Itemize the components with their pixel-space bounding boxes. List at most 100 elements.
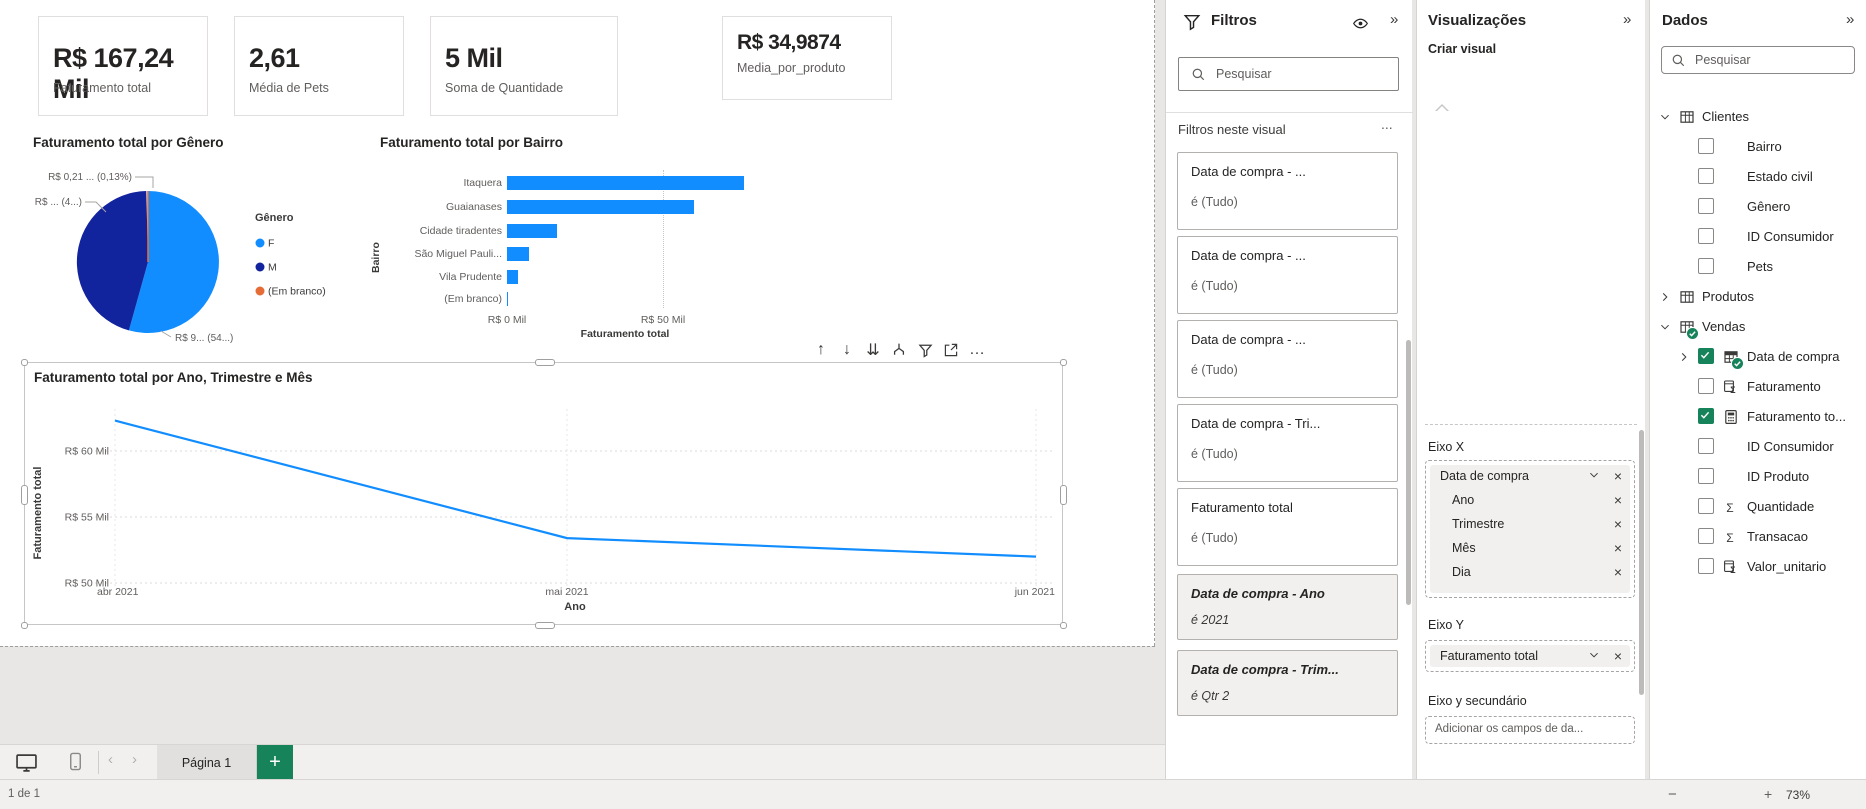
expand-next-level-icon[interactable]: ⇊ xyxy=(866,342,880,359)
remove-field-icon[interactable]: × xyxy=(1613,564,1622,580)
field-id-consumidor[interactable]: ID Consumidor xyxy=(1649,226,1866,250)
bar-itaquera[interactable] xyxy=(507,176,745,190)
field-quantidade[interactable]: Σ Quantidade xyxy=(1649,496,1866,520)
secondary-y-axis-well[interactable]: Adicionar os campos de da... xyxy=(1425,716,1635,744)
resize-handle[interactable] xyxy=(534,622,555,629)
remove-field-icon[interactable]: × xyxy=(1613,648,1622,664)
filters-more-options[interactable]: ... xyxy=(1381,116,1393,132)
kpi-card-faturamento-total[interactable]: R$ 167,24 Mil Faturamento total xyxy=(38,16,208,116)
field-id-produto[interactable]: ID Produto xyxy=(1649,466,1866,490)
kpi-card-media-por-produto[interactable]: R$ 34,9874 Media_por_produto xyxy=(722,16,892,100)
bar-vila-prudente[interactable] xyxy=(507,270,518,284)
collapse-visualizations-icon[interactable]: » xyxy=(1623,11,1632,28)
filters-scrollbar[interactable] xyxy=(1406,340,1411,605)
x-axis-subfield-dia[interactable]: Dia × xyxy=(1430,561,1630,585)
expand-all-levels-icon[interactable] xyxy=(886,338,912,362)
resize-handle[interactable] xyxy=(1060,484,1067,505)
more-options-icon[interactable]: … xyxy=(969,341,985,358)
resize-handle[interactable] xyxy=(1060,622,1067,629)
checkbox-id-consumidor[interactable] xyxy=(1698,438,1714,454)
remove-field-icon[interactable]: × xyxy=(1613,492,1622,508)
bar-cidade-tiradentes[interactable] xyxy=(507,224,557,238)
resize-handle[interactable] xyxy=(21,622,28,629)
x-axis-subfield-m-s[interactable]: Mês × xyxy=(1430,537,1630,561)
zoom-in-button[interactable]: + xyxy=(1764,786,1773,802)
filter-card-data-de-compra-tri-3[interactable]: Data de compra - Tri... é (Tudo) xyxy=(1177,404,1398,482)
zoom-out-button[interactable]: − xyxy=(1668,786,1677,803)
prev-page-icon[interactable]: ‹ xyxy=(108,751,113,768)
y-axis-field-faturamento-total[interactable]: Faturamento total × xyxy=(1430,645,1630,669)
filter-card-data-de-compra-1[interactable]: Data de compra - ... é (Tudo) xyxy=(1177,236,1398,314)
checkbox-data-de-compra[interactable] xyxy=(1698,348,1714,364)
field-faturamento[interactable]: Σ Faturamento xyxy=(1649,376,1866,400)
checkbox-id-produto[interactable] xyxy=(1698,468,1714,484)
filters-icon[interactable] xyxy=(912,338,938,362)
chevron-down-icon[interactable] xyxy=(1588,469,1600,481)
filter-card-data-de-compra-0[interactable]: Data de compra - ... é (Tudo) xyxy=(1177,152,1398,230)
x-axis-subfield-trimestre[interactable]: Trimestre × xyxy=(1430,513,1630,537)
checkbox-quantidade[interactable] xyxy=(1698,498,1714,514)
bar-em-branco[interactable] xyxy=(507,292,509,306)
next-page-icon[interactable]: › xyxy=(132,751,137,768)
checkbox-transacao[interactable] xyxy=(1698,528,1714,544)
field-pets[interactable]: Pets xyxy=(1649,256,1866,280)
field-valor-unitario[interactable]: Σ Valor_unitario xyxy=(1649,556,1866,580)
bar-s-o-miguel-pauli[interactable] xyxy=(507,247,529,261)
chevron-down-icon[interactable] xyxy=(1659,321,1671,333)
checkbox-g-nero[interactable] xyxy=(1698,198,1714,214)
table-vendas[interactable]: Vendas xyxy=(1649,316,1866,340)
field-estado-civil[interactable]: Estado civil xyxy=(1649,166,1866,190)
x-axis-subfield-ano[interactable]: Ano × xyxy=(1430,489,1630,513)
visualizations-scrollbar[interactable] xyxy=(1639,430,1644,695)
pie-chart-visual[interactable]: Faturamento total por Gênero R$ 0,21 ...… xyxy=(24,128,330,345)
desktop-view-icon[interactable] xyxy=(16,752,37,773)
mobile-view-icon[interactable] xyxy=(66,752,85,771)
kpi-card-m-dia-de-pets[interactable]: 2,61 Média de Pets xyxy=(234,16,404,116)
line-chart-visual[interactable]: Faturamento total por Ano, Trimestre e M… xyxy=(21,359,1067,629)
table-produtos[interactable]: Produtos xyxy=(1649,286,1866,310)
filters-search-input[interactable] xyxy=(1214,66,1398,82)
y-axis-well[interactable]: Faturamento total × xyxy=(1425,640,1635,672)
filter-card-data-de-compra-trim-6[interactable]: Data de compra - Trim... é Qtr 2 xyxy=(1177,650,1398,716)
chevron-down-icon[interactable] xyxy=(1659,111,1671,123)
resize-handle[interactable] xyxy=(534,359,555,366)
resize-handle[interactable] xyxy=(1060,359,1067,366)
filter-card-data-de-compra-2[interactable]: Data de compra - ... é (Tudo) xyxy=(1177,320,1398,398)
checkbox-bairro[interactable] xyxy=(1698,138,1714,154)
collapse-data-icon[interactable]: » xyxy=(1846,11,1855,28)
x-axis-field-data-de-compra[interactable]: Data de compra × xyxy=(1430,465,1630,489)
filters-search-box[interactable] xyxy=(1178,57,1399,91)
eye-icon[interactable] xyxy=(1352,15,1369,32)
table-clientes[interactable]: Clientes xyxy=(1649,106,1866,130)
resize-handle[interactable] xyxy=(21,359,28,366)
checkbox-pets[interactable] xyxy=(1698,258,1714,274)
chevron-right-icon[interactable] xyxy=(1678,351,1690,363)
checkbox-faturamento-to[interactable] xyxy=(1698,408,1714,424)
kpi-card-soma-de-quantidade[interactable]: 5 Mil Soma de Quantidade xyxy=(430,16,618,116)
chevron-down-icon[interactable] xyxy=(1588,649,1600,661)
page-tab[interactable]: Página 1 xyxy=(157,745,257,780)
field-bairro[interactable]: Bairro xyxy=(1649,136,1866,160)
field-id-consumidor[interactable]: ID Consumidor xyxy=(1649,436,1866,460)
filter-card-data-de-compra-ano-5[interactable]: Data de compra - Ano é 2021 xyxy=(1177,574,1398,640)
add-page-button[interactable]: + xyxy=(257,745,293,780)
checkbox-id-consumidor[interactable] xyxy=(1698,228,1714,244)
data-search-input[interactable] xyxy=(1693,52,1854,68)
bar-guaianases[interactable] xyxy=(507,200,695,214)
field-transacao[interactable]: Σ Transacao xyxy=(1649,526,1866,550)
chevron-right-icon[interactable] xyxy=(1659,291,1671,303)
resize-handle[interactable] xyxy=(21,484,28,505)
drill-up-icon[interactable]: ↑ xyxy=(817,341,825,358)
drill-down-icon[interactable]: ↓ xyxy=(843,341,851,358)
remove-field-icon[interactable]: × xyxy=(1613,468,1622,484)
focus-mode-icon[interactable] xyxy=(938,338,964,362)
data-search-box[interactable] xyxy=(1661,46,1855,74)
checkbox-estado-civil[interactable] xyxy=(1698,168,1714,184)
x-axis-well[interactable]: Data de compra × Ano × Trimestre × Mês × Dia × xyxy=(1425,460,1635,598)
field-faturamento-to[interactable]: Faturamento to... xyxy=(1649,406,1866,430)
checkbox-valor-unitario[interactable] xyxy=(1698,558,1714,574)
filter-card-faturamento-total-4[interactable]: Faturamento total é (Tudo) xyxy=(1177,488,1398,566)
field-data-de-compra[interactable]: Data de compra xyxy=(1649,346,1866,370)
remove-field-icon[interactable]: × xyxy=(1613,540,1622,556)
checkbox-faturamento[interactable] xyxy=(1698,378,1714,394)
